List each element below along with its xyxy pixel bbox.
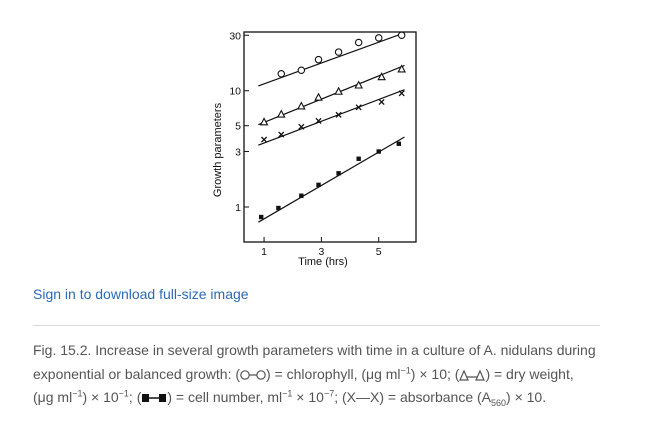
open-circle-line-icon [240,369,266,380]
filled-square-point [376,149,381,154]
y-tick-label: 3 [235,147,241,159]
open-circle-point [334,48,343,56]
open-circle-point [374,34,383,42]
y-axis-label: Growth parameters [212,102,224,197]
plot-border [243,31,417,243]
open-circle-point [277,69,286,78]
x-axis-label: Time (hrs) [298,256,348,268]
y-tick-label: 10 [229,86,241,98]
caption-text: ; ( [128,389,142,405]
y-tick-label: 30 [229,30,241,42]
growth-chart: 1 3 5 10 30 1 3 5 Growth parameters Time (hrs) [212,30,417,268]
caption-sub: 560 [491,397,507,408]
filled-square-point [259,214,264,220]
caption-text: ) = cell number, ml [167,389,283,405]
divider [33,325,600,326]
caption-sup: −1 [400,364,411,375]
filled-square-point [396,141,401,146]
x-tick-label: 3 [318,246,324,258]
figure-caption: Fig. 15.2. Increase in several growth pa… [33,339,598,410]
open-circle-point [354,38,363,47]
x-point [298,123,305,130]
caption-text: ) = chlorophyll, (μg ml [266,365,401,382]
open-triangle-point [334,86,343,95]
x-point [398,90,405,97]
filled-square-line-icon [142,394,167,402]
caption-text: ) = dry weight, (μg ml [33,365,574,406]
caption-text: ) × 10 [82,389,119,405]
open-triangle-point [297,101,306,110]
x-point [278,131,285,138]
sign-in-download-link[interactable]: Sign in to download full-size image [33,286,249,302]
x-point [378,98,385,106]
caption-text: ) × 10. [506,389,547,405]
x-tick-label: 5 [376,246,382,258]
open-triangle-point [276,109,286,118]
caption-text: Fig. 15.2. Increase in several growth pa… [33,342,596,382]
filled-square-point [356,156,361,161]
plot-frame [243,31,417,243]
filled-square-point [276,205,281,211]
caption-sup: −1 [282,388,293,399]
open-circle-point [314,55,323,64]
open-triangle-point [397,64,406,73]
x-point [315,117,322,124]
chart-ticks: 1 3 5 10 30 1 3 5 [229,30,381,258]
caption-sup: −1 [72,388,83,399]
open-triangle-point [314,92,323,101]
filled-square-point [336,171,341,176]
caption-sup: −7 [323,388,335,399]
caption-sup: −1 [118,388,129,399]
caption-text: ) × 10; ( [410,365,460,382]
chart-marks [258,31,406,223]
filled-square-point [299,193,304,198]
y-tick-label: 1 [235,202,241,214]
open-triangle-point [259,117,269,126]
x-tick-label: 1 [261,246,267,258]
y-tick-label: 5 [235,121,241,133]
caption-text: ; (X—X) = absorbance (A [334,389,491,405]
filled-square-point [316,182,321,188]
open-triangle-point [354,80,363,89]
x-point [355,104,362,111]
open-triangle-point [377,72,386,81]
x-point [335,111,342,118]
open-circle-point [297,66,306,75]
x-point [261,136,268,143]
open-circle-point [397,31,406,40]
triangle-line-icon [459,369,486,381]
caption-text: × 10 [292,389,324,405]
